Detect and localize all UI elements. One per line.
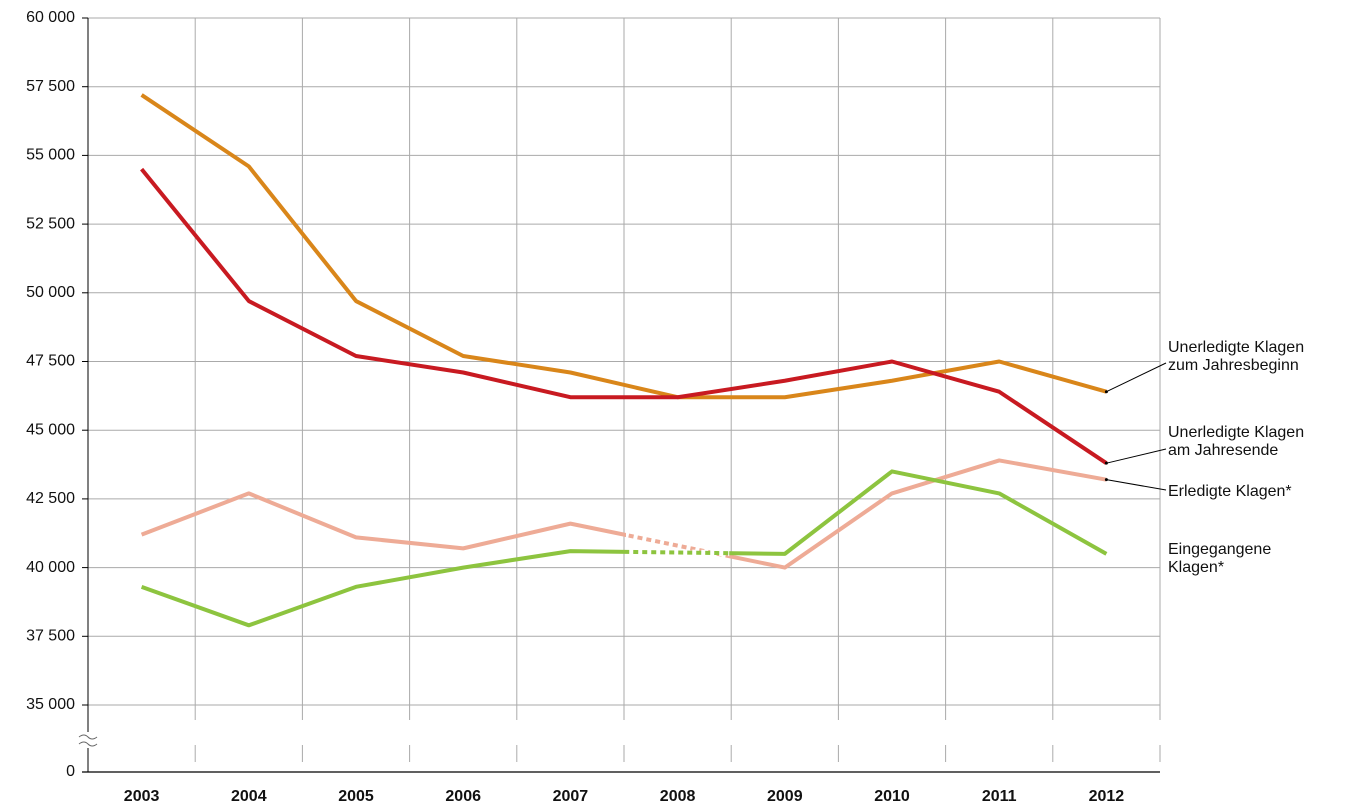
- y-tick-label: 37 500: [26, 628, 75, 645]
- legend-label: Eingegangene Klagen*: [1168, 541, 1272, 576]
- x-tick-label: 2010: [874, 788, 910, 805]
- y-tick-label: 47 500: [26, 353, 75, 370]
- leader-line: [1106, 362, 1167, 393]
- leader-dot: [1104, 390, 1108, 394]
- x-tick-label: 2007: [553, 788, 589, 805]
- y-tick-label: 35 000: [26, 696, 75, 713]
- series-line: [140, 167, 1108, 465]
- y-tick-label: 42 500: [26, 490, 75, 507]
- y-tick-label: 60 000: [26, 9, 75, 26]
- x-tick-label: 2005: [338, 788, 374, 805]
- leader-line: [1106, 448, 1167, 464]
- leader-dot: [1104, 461, 1108, 465]
- y-tick-label: 57 500: [26, 78, 75, 95]
- leader-dot: [1104, 478, 1108, 482]
- leader-line: [1106, 479, 1167, 491]
- x-tick-label: 2008: [660, 788, 696, 805]
- legend-label: Unerledigte Klagen am Jahresende: [1168, 424, 1305, 459]
- y-tick-label: 45 000: [26, 421, 75, 438]
- x-tick-label: 2011: [982, 788, 1017, 805]
- series-line: [140, 458, 1107, 570]
- legend-label: Erledigte Klagen*: [1168, 483, 1292, 500]
- y-tick-label: 40 000: [26, 559, 75, 576]
- legend-label: Unerledigte Klagen zum Jahresbeginn: [1168, 339, 1305, 374]
- y-tick-label: 0: [66, 763, 75, 780]
- axis-break: [78, 734, 98, 747]
- y-tick-label: 52 500: [26, 215, 75, 232]
- series-line: [140, 469, 1108, 628]
- x-tick-label: 2009: [767, 788, 803, 805]
- series-line: [140, 93, 1107, 400]
- x-tick-label: 2003: [124, 788, 160, 805]
- y-tick-label: 50 000: [26, 284, 75, 301]
- x-tick-label: 2006: [445, 788, 481, 805]
- x-tick-label: 2012: [1089, 788, 1125, 805]
- x-tick-label: 2004: [231, 788, 267, 805]
- y-tick-label: 55 000: [26, 147, 75, 164]
